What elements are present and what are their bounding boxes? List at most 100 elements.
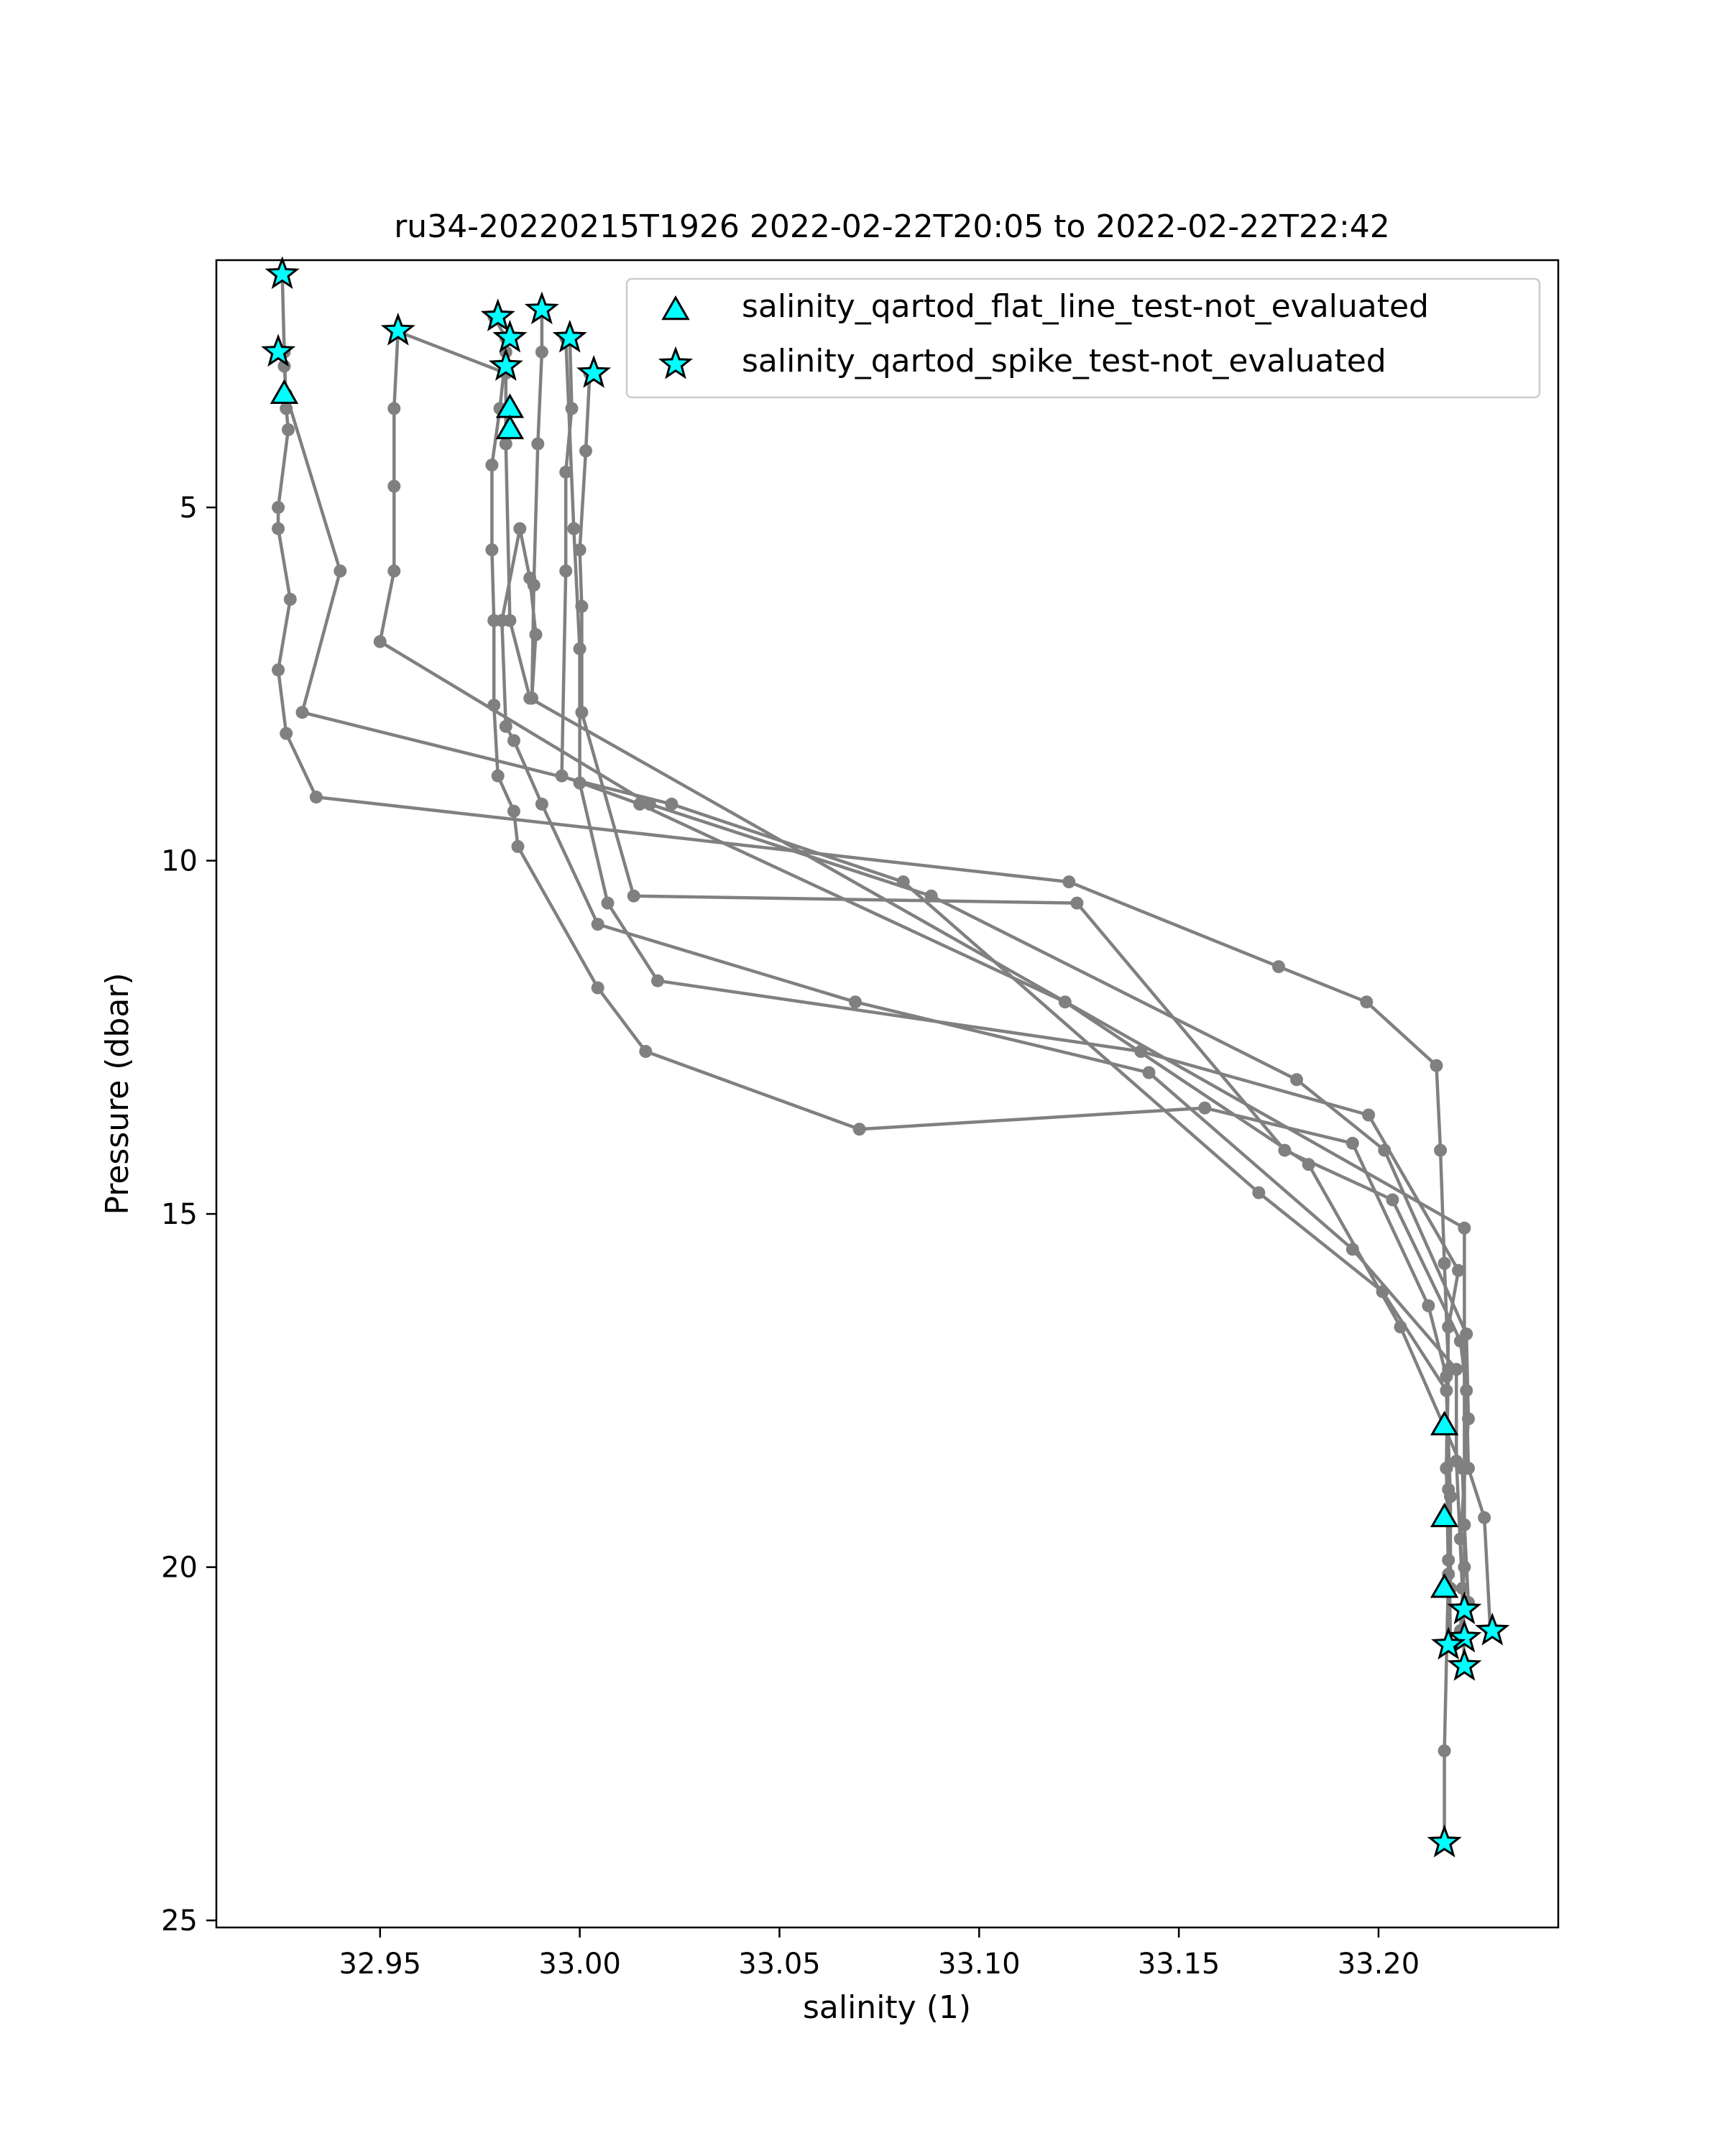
- profile-point: [555, 769, 569, 783]
- profile-point: [852, 1123, 866, 1136]
- profile-line: [500, 309, 1466, 1667]
- profile-point: [651, 974, 664, 987]
- y-tick-label: 25: [161, 1904, 198, 1938]
- flat-line-flag-marker: [1430, 1573, 1459, 1598]
- x-tick-label: 33.05: [738, 1948, 821, 1981]
- flat-line-flag-marker: [1430, 1411, 1459, 1436]
- profile-point: [1278, 1143, 1292, 1157]
- profile-point: [1440, 1383, 1453, 1397]
- x-tick-label: 33.10: [938, 1948, 1021, 1981]
- profile-point: [1290, 1073, 1303, 1087]
- profile-point: [1458, 1221, 1471, 1235]
- profile-point: [639, 1045, 653, 1058]
- profile-point: [529, 628, 543, 641]
- profile-point: [535, 345, 548, 359]
- profile-point: [1458, 1518, 1471, 1531]
- profile-point: [387, 402, 401, 415]
- profile-point: [1453, 1532, 1467, 1546]
- flat-line-flag-marker: [270, 379, 299, 404]
- profile-point: [1360, 995, 1374, 1009]
- profile-point: [1252, 1186, 1266, 1199]
- spike-flag-marker: [492, 319, 528, 353]
- profile-point: [1362, 1108, 1376, 1122]
- profile-point: [849, 995, 862, 1009]
- y-tick-label: 10: [161, 845, 198, 878]
- profile-point: [387, 479, 401, 493]
- profile-point: [591, 918, 604, 931]
- spike-flag-marker: [1447, 1619, 1482, 1653]
- profile-point: [283, 592, 297, 606]
- profile-point: [575, 706, 589, 719]
- profile-point: [1058, 995, 1072, 1009]
- profile-point: [373, 635, 387, 648]
- legend-triangle-marker: [661, 295, 690, 321]
- profile-point: [1434, 1143, 1448, 1157]
- profile-point: [523, 571, 537, 585]
- profile-point: [1452, 1263, 1466, 1277]
- profile-point: [1438, 1744, 1451, 1758]
- profile-point: [1442, 1483, 1455, 1496]
- profile-point: [1346, 1243, 1359, 1256]
- profile-point: [272, 501, 285, 515]
- profile-point: [1458, 1560, 1471, 1574]
- profile-point: [1346, 1136, 1359, 1150]
- legend-label-flat-line: salinity_qartod_flat_line_test-not_evalu…: [742, 288, 1429, 325]
- profile-point: [1386, 1193, 1399, 1207]
- profile-point: [531, 437, 545, 451]
- y-axis-label: Pressure (dbar): [99, 972, 136, 1215]
- legend: salinity_qartod_flat_line_test-not_evalu…: [625, 277, 1541, 399]
- profile-point: [495, 614, 509, 627]
- profile-point: [643, 797, 656, 811]
- x-tick-label: 33.00: [538, 1948, 621, 1981]
- x-tick-label: 33.15: [1138, 1948, 1220, 1981]
- x-axis-label: salinity (1): [803, 1989, 971, 2026]
- profile-point: [1062, 875, 1076, 889]
- profile-point: [280, 727, 293, 740]
- profile-point: [573, 543, 586, 557]
- spike-flag-marker: [1447, 1591, 1482, 1625]
- profile-point: [511, 839, 525, 853]
- profile-point: [591, 981, 604, 995]
- spike-flag-marker: [264, 256, 300, 290]
- spike-flag-marker: [1427, 1824, 1462, 1858]
- plot-frame: [215, 259, 1560, 1929]
- profile-point: [1442, 1553, 1455, 1567]
- profile-point: [627, 889, 640, 903]
- profile-point: [280, 402, 293, 415]
- profile-point: [485, 543, 499, 557]
- profile-point: [1442, 1320, 1455, 1334]
- plot-area: [261, 256, 1510, 1858]
- x-tick-label: 32.95: [339, 1948, 422, 1981]
- flat-line-flag-marker: [495, 414, 525, 440]
- profile-line: [560, 338, 1471, 1603]
- profile-point: [1438, 1256, 1451, 1270]
- y-tick-label: 15: [161, 1198, 198, 1231]
- profile-point: [1376, 1285, 1389, 1299]
- profile-point: [1070, 896, 1084, 910]
- profile-point: [573, 642, 586, 655]
- profile-point: [334, 564, 347, 578]
- profile-point: [507, 804, 520, 818]
- profile-point: [485, 459, 499, 472]
- profile-point: [1440, 1370, 1453, 1383]
- chart-title: ru34-20220215T1926 2022-02-22T20:05 to 2…: [394, 208, 1390, 245]
- profile-point: [487, 699, 501, 712]
- legend-triangle-symbol: [661, 295, 690, 321]
- profile-point: [1142, 1066, 1156, 1079]
- profile-point: [1302, 1158, 1315, 1171]
- profile-point: [924, 889, 938, 903]
- profile-point: [601, 896, 615, 910]
- profile-point: [1460, 1383, 1473, 1397]
- profile-point: [272, 522, 285, 535]
- y-axis: 5 10 15 20 25: [161, 492, 216, 1938]
- legend-star-marker: [658, 346, 694, 379]
- flat-line-flag-marker: [1430, 1502, 1459, 1528]
- profile-point: [1478, 1511, 1491, 1524]
- legend-box: [625, 277, 1541, 399]
- profile-point: [1422, 1299, 1435, 1312]
- profile-point: [272, 663, 285, 677]
- profile-line: [578, 373, 1492, 1631]
- profile-point: [1394, 1320, 1407, 1334]
- spike-flag-marker: [552, 319, 587, 353]
